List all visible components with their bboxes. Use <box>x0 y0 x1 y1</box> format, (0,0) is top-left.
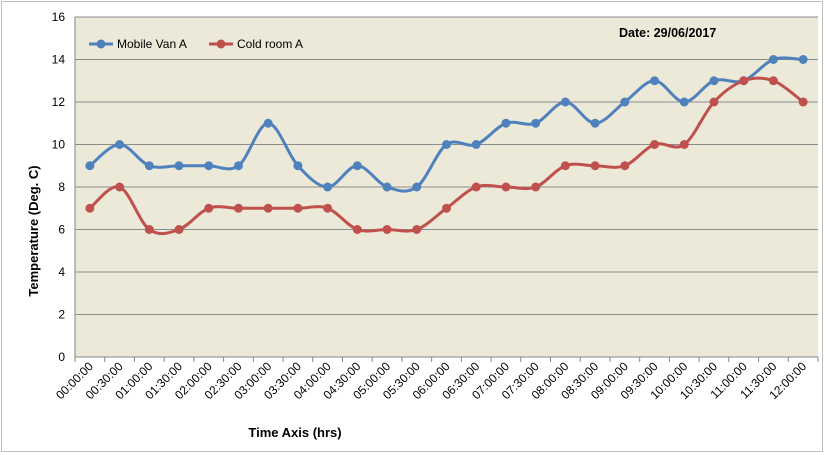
y-tick-label: 6 <box>58 223 65 237</box>
y-tick-label: 14 <box>52 53 66 67</box>
data-point-mobile-van-a <box>501 118 511 128</box>
legend-item-mobile-van-a: Mobile Van A <box>89 37 187 51</box>
data-point-cold-room-a <box>323 203 333 213</box>
data-point-mobile-van-a <box>531 118 541 128</box>
legend: Mobile Van A Cold room A <box>89 37 303 51</box>
data-point-mobile-van-a <box>620 97 630 107</box>
y-tick-label: 16 <box>52 10 66 24</box>
data-point-cold-room-a <box>382 225 392 234</box>
data-point-mobile-van-a <box>442 140 451 149</box>
data-point-cold-room-a <box>679 140 689 149</box>
data-point-mobile-van-a <box>798 55 808 64</box>
data-point-mobile-van-a <box>204 161 214 171</box>
data-point-cold-room-a <box>263 203 273 213</box>
legend-label-mobile-van-a: Mobile Van A <box>117 37 187 51</box>
data-point-mobile-van-a <box>174 161 184 171</box>
data-point-mobile-van-a <box>382 182 392 192</box>
y-tick-label: 4 <box>58 265 65 279</box>
data-point-mobile-van-a <box>768 55 778 64</box>
legend-item-cold-room-a: Cold room A <box>209 37 303 51</box>
data-point-mobile-van-a <box>679 97 689 107</box>
data-point-mobile-van-a <box>471 140 481 149</box>
data-point-cold-room-a <box>442 203 451 213</box>
data-point-cold-room-a <box>174 225 184 234</box>
data-point-cold-room-a <box>739 76 749 86</box>
data-point-cold-room-a <box>352 225 362 234</box>
data-point-mobile-van-a <box>560 97 570 107</box>
data-point-mobile-van-a <box>115 140 125 149</box>
data-point-cold-room-a <box>144 225 154 234</box>
data-point-cold-room-a <box>620 161 630 171</box>
y-tick-label: 10 <box>52 138 66 152</box>
data-point-cold-room-a <box>85 203 95 213</box>
data-point-cold-room-a <box>768 76 778 86</box>
y-tick-label: 2 <box>58 308 65 322</box>
data-point-cold-room-a <box>233 203 243 213</box>
data-point-cold-room-a <box>293 203 303 213</box>
y-tick-label: 12 <box>52 95 66 109</box>
data-point-cold-room-a <box>709 97 719 107</box>
data-point-cold-room-a <box>412 225 422 234</box>
date-annotation: Date: 29/06/2017 <box>619 26 716 40</box>
legend-label-cold-room-a: Cold room A <box>237 37 303 51</box>
data-point-mobile-van-a <box>293 161 303 171</box>
axes <box>74 17 819 362</box>
data-point-mobile-van-a <box>323 182 333 192</box>
data-point-mobile-van-a <box>412 182 422 192</box>
series-points <box>85 55 808 234</box>
y-tick-label: 8 <box>58 180 65 194</box>
y-tick-labels: 0 2 4 6 8 10 12 14 16 <box>52 10 66 364</box>
data-point-mobile-van-a <box>590 118 600 128</box>
data-point-cold-room-a <box>501 182 511 192</box>
data-point-mobile-van-a <box>709 76 719 86</box>
data-point-cold-room-a <box>650 140 660 149</box>
data-point-cold-room-a <box>798 97 808 107</box>
data-point-cold-room-a <box>560 161 570 171</box>
data-point-mobile-van-a <box>144 161 154 171</box>
y-tick-label: 0 <box>58 350 65 364</box>
data-point-cold-room-a <box>115 182 125 192</box>
data-point-mobile-van-a <box>233 161 243 171</box>
data-point-cold-room-a <box>471 182 481 192</box>
data-point-mobile-van-a <box>352 161 362 171</box>
data-point-cold-room-a <box>204 203 214 213</box>
data-point-cold-room-a <box>531 182 541 192</box>
x-axis-title: Time Axis (hrs) <box>248 425 341 440</box>
data-point-mobile-van-a <box>263 118 273 128</box>
data-point-cold-room-a <box>590 161 600 171</box>
data-point-mobile-van-a <box>650 76 660 86</box>
y-axis-title: Temperature (Deg. C) <box>26 165 41 296</box>
x-tick-labels: 00:00:0000:30:0001:00:0001:30:0002:00:00… <box>53 359 809 402</box>
data-point-mobile-van-a <box>85 161 95 171</box>
